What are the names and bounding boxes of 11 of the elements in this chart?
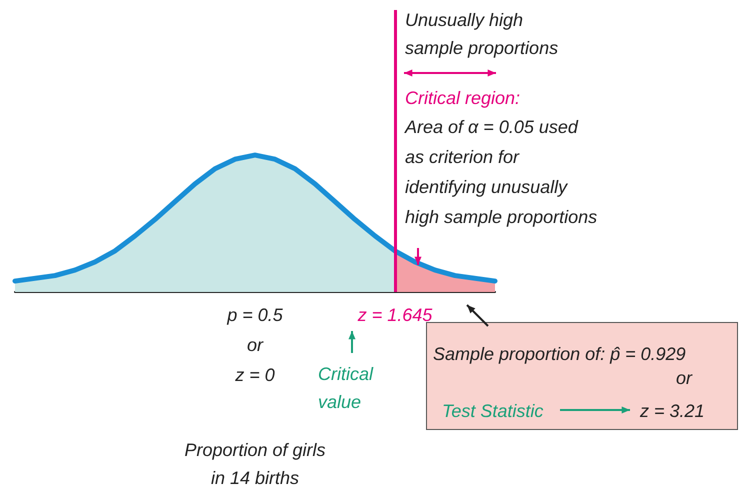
- text: Critical value: [318, 363, 374, 414]
- annotation: Area of α = 0.05 used as criterion for identifying unusually high sample proportions: [405, 116, 598, 229]
- x-tick-label: p = 0.5 or z = 0: [226, 305, 284, 385]
- text: or: [676, 367, 692, 390]
- x-tick-label: z = 1.645: [356, 305, 434, 325]
- text: z = 3.21: [640, 400, 705, 423]
- text: Unusually high sample proportions: [405, 9, 558, 60]
- text: Test Statistic: [442, 400, 544, 423]
- x-axis-title: Proportion of girls in 14 births: [183, 439, 327, 489]
- text: Sample proportion of: p̂ = 0.929: [433, 343, 686, 366]
- text: Critical region:: [405, 87, 520, 110]
